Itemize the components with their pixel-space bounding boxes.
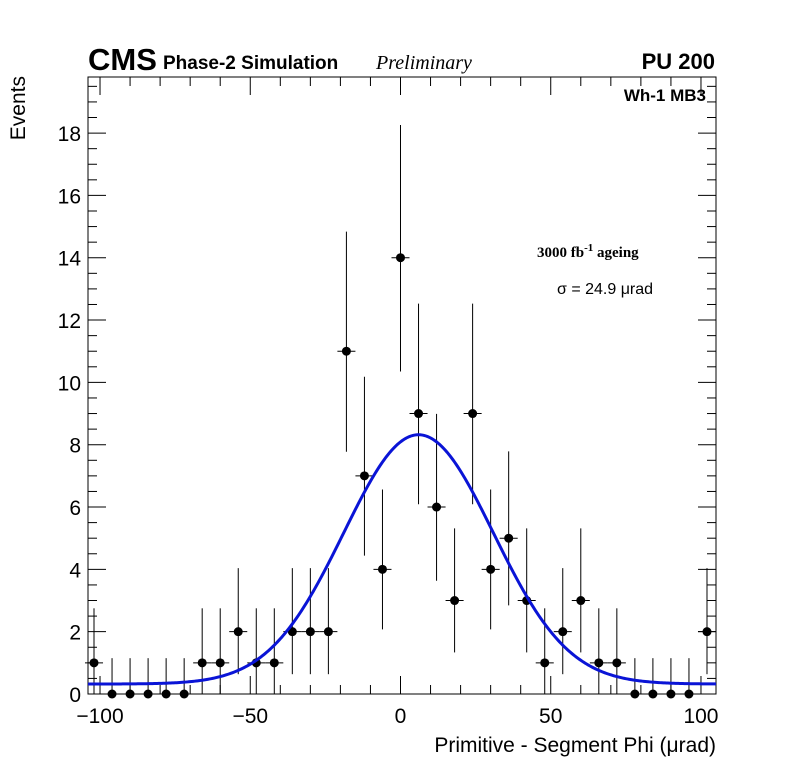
marker: [143, 689, 153, 699]
data-point: [157, 658, 176, 699]
fit-layer: [88, 433, 717, 686]
y-tick-label: 4: [69, 559, 81, 582]
data-point: [265, 608, 284, 694]
y-tick-label: 10: [58, 372, 81, 395]
ageing-tail: ageing: [593, 245, 639, 261]
y-axis-title: Events: [7, 76, 30, 140]
data-point: [211, 608, 230, 694]
station-label: Wh-1 MB3: [624, 86, 706, 105]
data-point: [391, 125, 410, 372]
marker: [287, 627, 297, 637]
x-tick-label: −50: [232, 705, 268, 728]
marker: [359, 471, 369, 481]
data-point: [607, 608, 626, 694]
data-point: [121, 658, 140, 699]
gaussian-fit-curve: [88, 433, 717, 686]
data-point: [445, 528, 464, 653]
x-tick-label: 0: [395, 705, 407, 728]
data-point: [373, 489, 392, 630]
phase2-simulation-label: Phase-2 Simulation: [163, 53, 338, 74]
marker: [89, 658, 99, 668]
y-tick-label: 0: [69, 684, 81, 707]
data-point: [139, 658, 158, 699]
ageing-exponent: -1: [584, 242, 593, 254]
pileup-label: PU 200: [642, 49, 715, 74]
preliminary-label: Preliminary: [375, 52, 472, 74]
marker: [450, 596, 460, 606]
data-point: [301, 568, 320, 675]
marker: [558, 627, 568, 637]
marker: [612, 658, 622, 668]
cms-label: CMS: [88, 42, 157, 77]
marker: [305, 627, 315, 637]
axes: −100 −50 0 50 100 0 2 4 6 8 10 12 14 16 18: [58, 76, 718, 728]
data-point: [535, 608, 554, 694]
marker: [125, 689, 135, 699]
marker: [468, 409, 478, 419]
data-point: [103, 658, 122, 699]
data-point: [463, 303, 482, 505]
data-point: [355, 376, 374, 556]
marker: [233, 627, 243, 637]
y-tick-label: 16: [58, 185, 81, 208]
marker: [377, 564, 387, 574]
ageing-main: 3000 fb: [537, 245, 584, 261]
data-point: [571, 528, 590, 653]
plot-frame: [87, 76, 717, 695]
y-tick-label: 8: [69, 435, 81, 458]
data-point: [283, 568, 302, 675]
x-tick-label: 50: [539, 705, 562, 728]
data-point: [589, 608, 608, 694]
marker: [702, 627, 712, 637]
marker: [107, 689, 117, 699]
data-point: [679, 658, 698, 699]
data-point: [643, 658, 662, 699]
data-point: [175, 658, 194, 699]
x-tick-label: −100: [76, 705, 123, 728]
marker: [576, 596, 586, 606]
marker: [630, 689, 640, 699]
marker: [666, 689, 676, 699]
marker: [215, 658, 225, 668]
marker: [269, 658, 279, 668]
sigma-label: σ = 24.9 μrad: [557, 281, 653, 298]
marker: [432, 502, 442, 512]
y-tick-label: 2: [69, 622, 81, 645]
data-point: [625, 658, 644, 699]
y-tick-label: 12: [58, 310, 81, 333]
data-point: [517, 528, 536, 653]
marker: [414, 409, 424, 419]
y-tick-label: 6: [69, 497, 81, 520]
data-point: [481, 489, 500, 630]
x-axis-title: Primitive - Segment Phi (μrad): [434, 734, 716, 757]
marker: [486, 564, 496, 574]
data-layer: [84, 125, 716, 699]
x-tick-label: 100: [683, 705, 718, 728]
data-point: [229, 568, 248, 675]
y-tick-label: 18: [58, 123, 81, 146]
marker: [179, 689, 189, 699]
marker: [540, 658, 550, 668]
marker: [684, 689, 694, 699]
data-point: [661, 658, 680, 699]
data-point: [553, 568, 572, 675]
data-point: [409, 303, 428, 505]
marker: [594, 658, 604, 668]
marker: [341, 346, 351, 356]
marker: [323, 627, 333, 637]
y-tick-label: 14: [58, 248, 82, 271]
marker: [648, 689, 658, 699]
data-point: [697, 568, 716, 675]
ageing-label: 3000 fb-1 ageing: [537, 242, 639, 261]
marker: [395, 253, 405, 263]
marker: [504, 533, 514, 543]
data-point: [499, 451, 518, 606]
data-point: [84, 608, 104, 694]
marker: [161, 689, 171, 699]
data-point: [319, 568, 338, 675]
marker: [197, 658, 207, 668]
data-point: [337, 231, 356, 452]
